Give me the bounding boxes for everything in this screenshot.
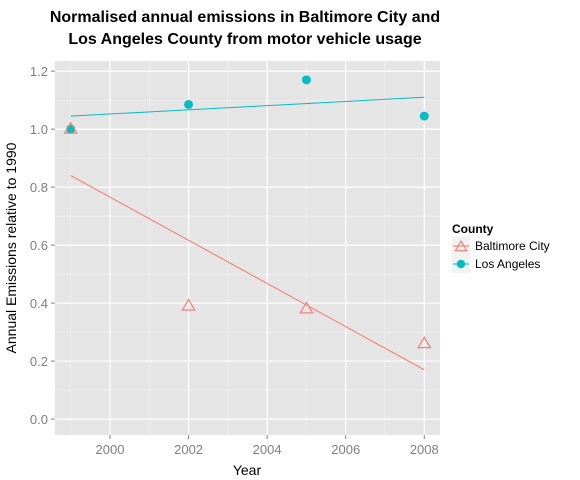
legend-label-los-angeles: Los Angeles bbox=[475, 257, 540, 271]
grid-major bbox=[55, 61, 440, 435]
y-tick-label: 0.6 bbox=[30, 238, 48, 253]
x-tick-label: 2004 bbox=[253, 442, 282, 457]
point-los-angeles bbox=[419, 111, 429, 121]
legend-key-marker-la bbox=[456, 259, 466, 269]
x-tick-label: 2006 bbox=[331, 442, 360, 457]
y-axis-title: Annual Emissions relative to 1990 bbox=[3, 142, 19, 353]
x-axis-ticks: 2000 2002 2004 2006 2008 bbox=[96, 435, 439, 457]
point-baltimore-city bbox=[417, 336, 432, 349]
y-tick-label: 0.0 bbox=[30, 412, 48, 427]
y-axis-ticks: 0.0 0.2 0.4 0.6 0.8 1.0 1.2 bbox=[30, 64, 55, 427]
plot-panel bbox=[55, 61, 440, 435]
trend-lines bbox=[70, 96, 425, 371]
x-axis-title: Year bbox=[233, 462, 262, 478]
point-baltimore-city bbox=[181, 298, 196, 311]
x-tick-label: 2000 bbox=[96, 442, 125, 457]
x-tick-label: 2008 bbox=[410, 442, 439, 457]
point-los-angeles bbox=[184, 99, 194, 109]
point-los-angeles bbox=[66, 124, 76, 134]
y-tick-label: 1.2 bbox=[30, 64, 48, 79]
chart-title-line-1: Normalised annual emissions in Baltimore… bbox=[50, 9, 440, 26]
chart-title-line-2: Los Angeles County from motor vehicle us… bbox=[68, 31, 421, 48]
y-tick-label: 0.4 bbox=[30, 296, 48, 311]
y-tick-label: 1.0 bbox=[30, 122, 48, 137]
legend-title: County bbox=[452, 222, 494, 236]
legend-key-baltimore-city bbox=[453, 239, 469, 252]
y-tick-label: 0.8 bbox=[30, 180, 48, 195]
data-points bbox=[63, 75, 432, 349]
trend-line-los-angeles bbox=[70, 96, 425, 117]
legend-key-marker-baltimore bbox=[454, 239, 468, 252]
x-tick-label: 2002 bbox=[174, 442, 203, 457]
point-baltimore-city bbox=[63, 121, 78, 134]
trend-line-baltimore-city bbox=[70, 175, 425, 371]
y-tick-label: 0.2 bbox=[30, 354, 48, 369]
legend-key-los-angeles bbox=[453, 259, 469, 269]
point-baltimore-city bbox=[299, 301, 314, 314]
point-los-angeles bbox=[301, 75, 311, 85]
grid-minor bbox=[55, 61, 440, 435]
legend-label-baltimore-city: Baltimore City bbox=[475, 239, 550, 253]
legend: County Baltimore City Los Angeles bbox=[452, 222, 550, 273]
